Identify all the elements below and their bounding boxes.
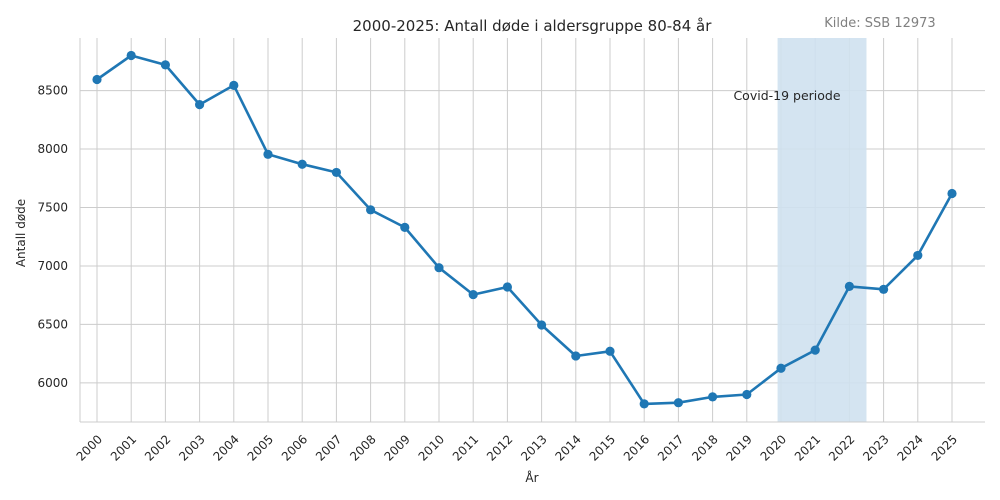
data-point xyxy=(742,389,752,400)
source-label: Kilde: SSB 12973 xyxy=(824,16,935,31)
x-tick-label: 2013 xyxy=(518,432,549,463)
data-point xyxy=(947,188,957,199)
data-point xyxy=(263,149,273,159)
data-point xyxy=(297,159,307,169)
x-tick-label: 2011 xyxy=(450,432,481,463)
data-point xyxy=(776,363,786,373)
data-point xyxy=(537,320,547,330)
data-point xyxy=(708,392,718,402)
data-point xyxy=(434,263,444,273)
y-tick-label: 7000 xyxy=(37,259,68,273)
covid-period-shade xyxy=(777,38,867,422)
y-tick-label: 6500 xyxy=(37,317,68,331)
x-tick-labels: 2000 2001 2002 2003 2004 2005 2006 2007 2008 2009… xyxy=(74,432,960,463)
data-point xyxy=(639,399,649,409)
y-tick-labels: 6000 6500 7000 7500 8000 8500 xyxy=(37,84,68,390)
covid-annotation: Covid-19 periode xyxy=(733,88,840,103)
x-tick-label: 2006 xyxy=(279,432,310,463)
x-tick-label: 2003 xyxy=(176,432,207,463)
x-tick-label: 2025 xyxy=(929,432,960,463)
data-point xyxy=(229,80,239,90)
x-tick-label: 2007 xyxy=(313,432,344,463)
x-tick-label: 2016 xyxy=(621,432,652,463)
data-point xyxy=(331,167,341,178)
data-point xyxy=(160,60,170,70)
y-tick-label: 6000 xyxy=(37,376,68,390)
data-point xyxy=(810,345,820,355)
x-tick-label: 2024 xyxy=(894,432,925,463)
x-tick-label: 2000 xyxy=(74,432,105,463)
data-point xyxy=(126,50,136,61)
x-tick-label: 2017 xyxy=(655,432,686,463)
y-tick-label: 8500 xyxy=(37,84,68,98)
data-point xyxy=(92,74,102,85)
data-point xyxy=(195,100,205,110)
x-tick-label: 2002 xyxy=(142,432,173,463)
data-point xyxy=(366,205,376,215)
data-point xyxy=(605,346,615,356)
x-tick-label: 2021 xyxy=(792,432,823,463)
x-tick-label: 2010 xyxy=(416,432,447,463)
y-axis-label: Antall døde xyxy=(14,199,28,267)
x-tick-label: 2014 xyxy=(552,432,583,463)
x-tick-label: 2018 xyxy=(689,432,720,463)
series-line xyxy=(96,54,954,406)
x-tick-label: 2022 xyxy=(826,432,857,463)
data-point xyxy=(571,351,581,361)
x-tick-label: 2012 xyxy=(484,432,515,463)
x-tick-label: 2008 xyxy=(347,432,378,463)
data-points xyxy=(92,50,957,409)
y-tick-label: 7500 xyxy=(37,200,68,214)
axis-spines xyxy=(79,38,985,423)
data-point xyxy=(913,250,923,261)
x-tick-label: 2020 xyxy=(758,432,789,463)
x-tick-label: 2019 xyxy=(723,432,754,463)
chart-title: 2000-2025: Antall døde i aldersgruppe 80… xyxy=(353,17,713,35)
x-tick-label: 2009 xyxy=(381,432,412,463)
x-tick-label: 2015 xyxy=(587,432,618,463)
data-point xyxy=(468,289,478,300)
data-point xyxy=(400,222,410,232)
data-point xyxy=(879,284,889,294)
x-axis-label: År xyxy=(525,470,538,485)
data-point xyxy=(844,281,855,292)
y-tick-label: 8000 xyxy=(37,142,68,156)
x-tick-label: 2004 xyxy=(210,432,241,463)
x-tick-label: 2023 xyxy=(860,432,891,463)
x-tick-label: 2005 xyxy=(245,432,276,463)
data-point xyxy=(502,282,512,292)
data-point xyxy=(673,398,684,408)
x-tick-label: 2001 xyxy=(108,432,139,463)
